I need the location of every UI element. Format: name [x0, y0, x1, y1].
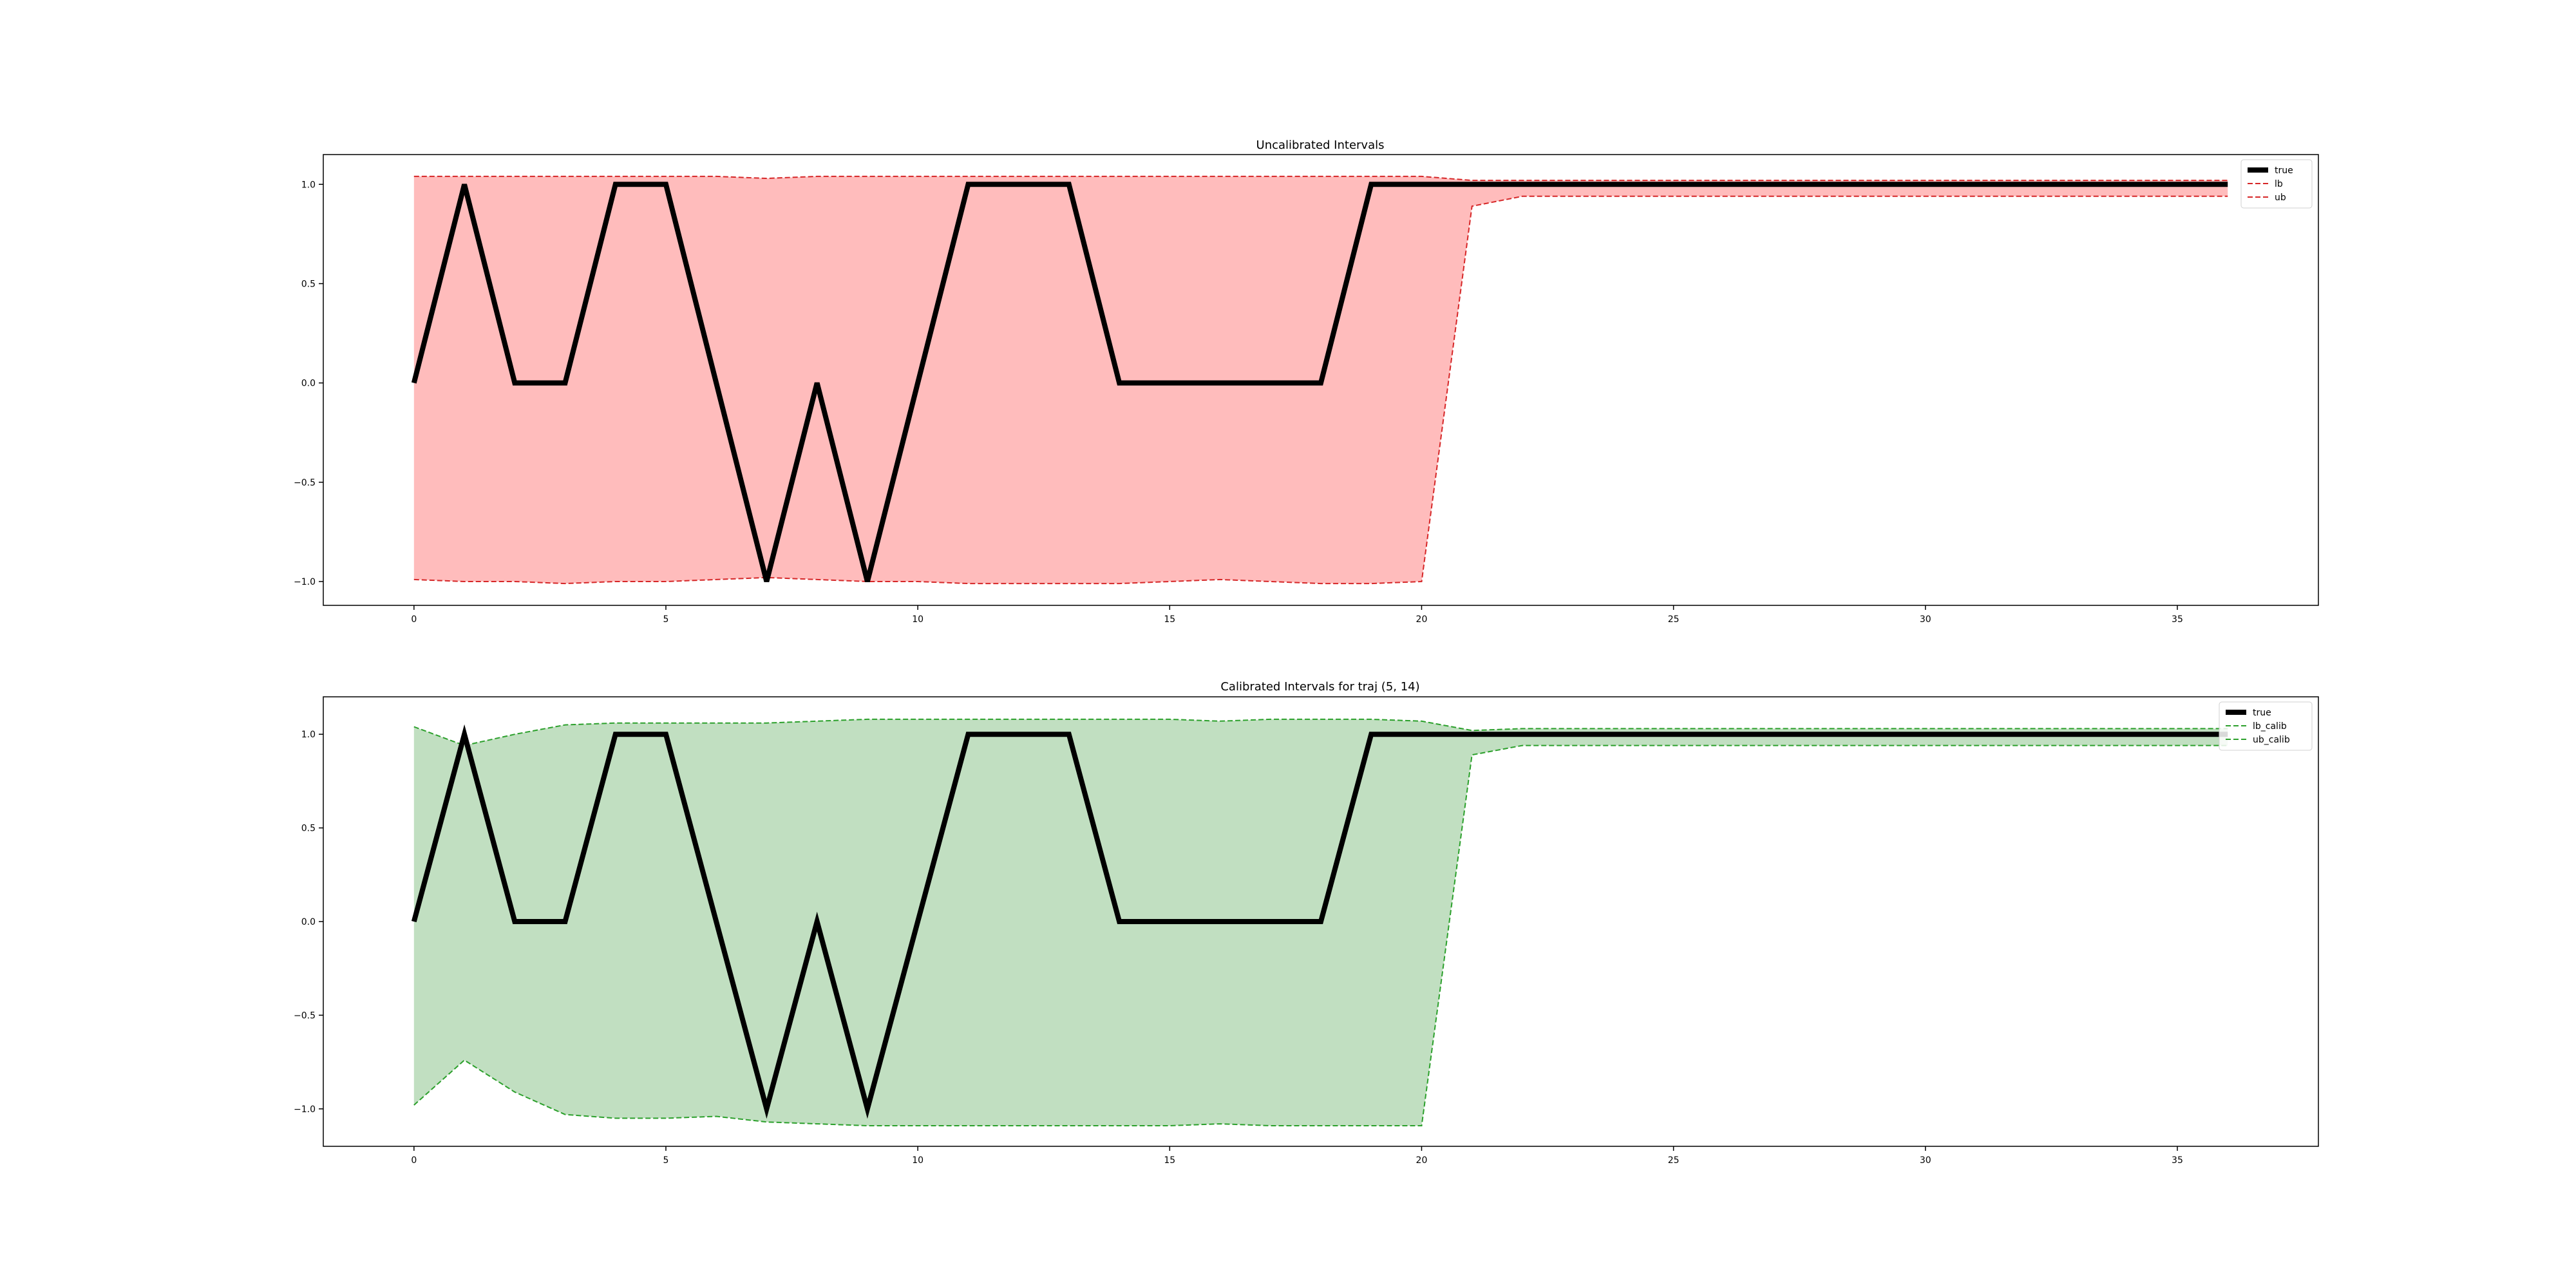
x-tick-label: 5 — [663, 1155, 669, 1166]
x-tick-label: 10 — [912, 1155, 923, 1166]
chart-calibrated: Calibrated Intervals for traj (5, 14) 0 5… — [294, 680, 2319, 1166]
legend-label: true — [2253, 708, 2271, 718]
x-tick-label: 25 — [1668, 614, 1680, 625]
chart-title: Calibrated Intervals for traj (5, 14) — [1220, 680, 1419, 694]
plot-area: 0 5 10 15 20 25 30 35 −1.0 −0.5 0.0 0.5 1.0 true lb_ca… — [294, 696, 2319, 1166]
x-tick-label: 30 — [1920, 614, 1931, 625]
x-tick-label: 35 — [2172, 1155, 2183, 1166]
y-tick-label: −1.0 — [294, 1104, 316, 1115]
x-tick-label: 0 — [411, 1155, 417, 1166]
x-tick-label: 25 — [1668, 1155, 1680, 1166]
chart-uncalibrated: Uncalibrated Intervals 0 5 10 15 20 25 30 35 −1.… — [294, 138, 2319, 625]
y-tick-label: 0.5 — [301, 279, 316, 289]
chart-title: Uncalibrated Intervals — [1256, 138, 1385, 152]
y-tick-label: −1.0 — [294, 577, 316, 587]
y-tick-label: −0.5 — [294, 478, 316, 488]
legend-label: ub — [2275, 193, 2286, 203]
x-tick-label: 20 — [1416, 614, 1428, 625]
y-tick-label: 0.0 — [301, 379, 316, 389]
series-line-ub-calib — [413, 718, 2228, 746]
y-tick-label: −0.5 — [294, 1010, 316, 1021]
legend-label: true — [2275, 166, 2293, 176]
x-tick-label: 5 — [663, 614, 669, 625]
y-tick-label: 1.0 — [301, 180, 316, 190]
x-tick-label: 30 — [1920, 1155, 1931, 1166]
legend-label: lb — [2275, 179, 2283, 189]
series-line-ub — [413, 175, 2228, 182]
series-line-true — [411, 724, 2228, 1119]
series-line-true — [411, 182, 2228, 582]
x-tick-label: 20 — [1416, 1155, 1428, 1166]
y-tick-label: 1.0 — [301, 730, 316, 740]
x-tick-label: 35 — [2172, 614, 2183, 625]
x-tick-label: 15 — [1164, 1155, 1175, 1166]
y-tick-label: 0.0 — [301, 917, 316, 927]
x-tick-label: 15 — [1164, 614, 1175, 625]
x-tick-label: 10 — [912, 614, 923, 625]
legend-label: lb_calib — [2253, 721, 2287, 732]
y-tick-label: 0.5 — [301, 824, 316, 834]
series-line-lb — [413, 195, 2228, 585]
axes-frame — [323, 154, 2319, 606]
plot-area: 0 5 10 15 20 25 30 35 −1.0 −0.5 0.0 0.5 1.0 true lb ub — [294, 154, 2319, 625]
x-tick-label: 0 — [411, 614, 417, 625]
series-line-lb-calib — [413, 744, 2228, 1126]
legend-label: ub_calib — [2253, 735, 2290, 745]
